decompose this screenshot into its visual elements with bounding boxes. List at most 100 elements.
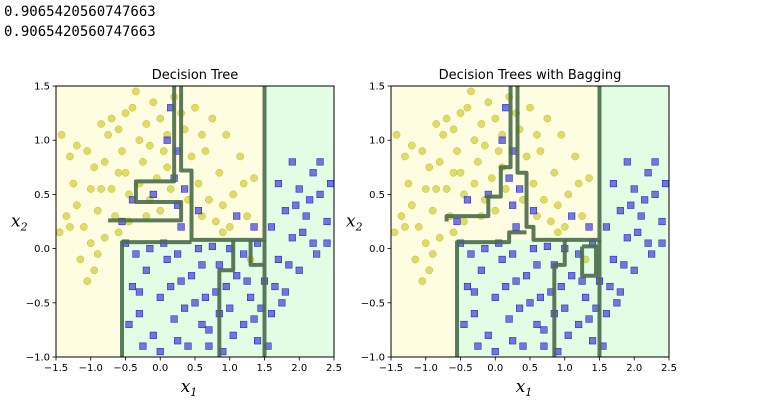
class1-point xyxy=(281,288,289,296)
class0-point xyxy=(522,152,531,161)
class0-point xyxy=(222,130,231,139)
class1-point xyxy=(271,282,279,291)
class1-point xyxy=(274,255,282,263)
class0-point xyxy=(480,141,489,150)
class1-point xyxy=(194,245,203,253)
class1-point xyxy=(630,266,638,274)
class1-point xyxy=(170,315,178,323)
class0-point xyxy=(467,87,475,96)
region-class0 xyxy=(391,86,600,357)
class1-point xyxy=(644,169,652,177)
class1-point xyxy=(529,207,538,215)
decision-boundary xyxy=(120,240,192,357)
class0-point xyxy=(250,174,258,182)
x-tick-label: 2.0 xyxy=(291,363,307,374)
output-line-1: 0.9065420560747663 xyxy=(4,4,156,20)
class0-point xyxy=(529,179,538,188)
class0-point xyxy=(574,179,583,188)
class1-point xyxy=(292,201,300,209)
class1-point xyxy=(233,272,241,280)
class1-point xyxy=(516,185,524,193)
class0-point xyxy=(218,228,227,237)
class1-point xyxy=(274,180,282,188)
class0-point xyxy=(550,168,559,177)
class0-point xyxy=(100,233,109,242)
x-tick-label: 0.0 xyxy=(152,363,168,374)
class0-point xyxy=(194,179,203,188)
class0-point xyxy=(114,125,123,134)
class0-point xyxy=(66,152,74,161)
class0-point xyxy=(578,212,586,220)
class1-point xyxy=(661,180,669,188)
class1-point xyxy=(181,185,189,193)
class0-point xyxy=(201,147,210,155)
y-tick-label: 1.5 xyxy=(369,82,385,93)
class1-point xyxy=(222,282,230,291)
class1-point xyxy=(306,196,314,204)
class0-point xyxy=(135,136,144,145)
class0-point xyxy=(239,179,248,188)
class0-point xyxy=(69,179,78,188)
class0-point xyxy=(121,109,130,117)
class1-point xyxy=(491,348,499,356)
class0-point xyxy=(90,266,99,275)
class1-point xyxy=(540,342,548,350)
class0-point xyxy=(401,152,409,161)
class0-point xyxy=(421,185,430,193)
y-tick-label: −0.5 xyxy=(26,298,50,309)
class0-point xyxy=(571,152,580,161)
x-tick-label: 2.0 xyxy=(626,363,642,374)
class1-point xyxy=(634,228,642,236)
class1-point xyxy=(609,180,617,188)
class1-point xyxy=(589,337,597,345)
class0-point xyxy=(97,120,106,128)
bagging-plot: −1.5 −1.0 −0.5 0.0 0.5 1.0 1.5 2.0 2.5−1.0−0.50.… xyxy=(346,68,677,399)
class1-point xyxy=(557,282,565,291)
class0-point xyxy=(435,158,444,166)
class0-point xyxy=(408,141,416,150)
class1-point xyxy=(585,223,593,231)
class0-point xyxy=(477,120,486,128)
class1-point xyxy=(502,104,510,112)
class1-point xyxy=(174,250,182,258)
class0-point xyxy=(57,130,66,139)
class0-point xyxy=(243,212,251,220)
class0-point xyxy=(76,255,85,264)
class1-point xyxy=(502,282,510,291)
decision-boundary xyxy=(515,86,602,242)
x-tick-label: −1.0 xyxy=(414,363,438,374)
class1-point xyxy=(627,201,635,209)
class1-point xyxy=(540,326,548,334)
class0-point xyxy=(107,185,116,193)
class1-point xyxy=(648,250,656,258)
class0-point xyxy=(198,130,206,139)
x-tick-label: 0.0 xyxy=(487,363,503,374)
class1-point xyxy=(163,255,171,263)
class0-point xyxy=(453,147,461,155)
class1-point xyxy=(498,136,506,144)
class1-point xyxy=(316,158,324,166)
class0-point xyxy=(442,185,451,193)
class1-point xyxy=(240,250,248,258)
class0-point xyxy=(585,174,593,182)
class0-point xyxy=(421,239,430,248)
y-tick-label: 0.5 xyxy=(34,190,50,201)
class1-point xyxy=(616,207,624,215)
class1-point xyxy=(623,158,631,166)
class1-point xyxy=(609,255,617,263)
class1-point xyxy=(229,331,237,339)
class0-point xyxy=(439,130,447,139)
class1-point xyxy=(637,212,645,220)
x-tick-label: −0.5 xyxy=(113,363,137,374)
class1-point xyxy=(135,288,143,296)
class1-point xyxy=(585,315,593,323)
decision-boundary xyxy=(217,239,236,357)
x-tick-label: 2.5 xyxy=(661,363,677,374)
decision-boundary xyxy=(455,230,527,357)
class0-point xyxy=(156,114,165,123)
x-tick-label: −0.5 xyxy=(448,363,472,374)
class1-point xyxy=(313,250,321,258)
class1-point xyxy=(250,223,258,231)
y-tick-label: 1.0 xyxy=(34,136,50,147)
class0-point xyxy=(547,217,555,226)
